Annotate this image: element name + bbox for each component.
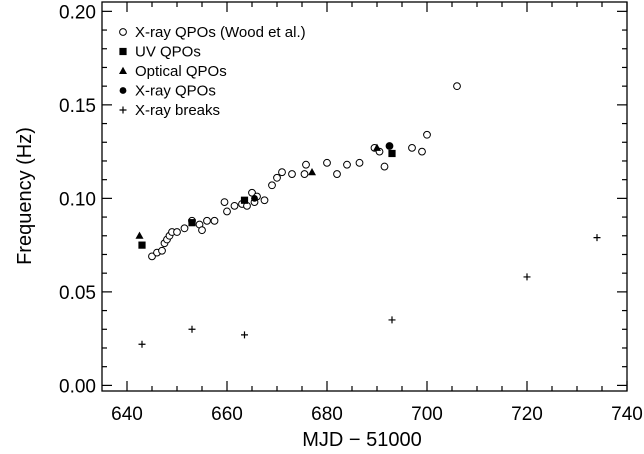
legend-marker-filled-triangle [119,66,127,74]
data-point-plus [188,325,196,333]
data-point-open-circle [223,207,231,216]
data-point-open-circle [220,198,229,207]
data-point-filled-square [138,241,146,249]
data-point-filled-square [388,149,396,158]
data-point-open-circle [300,170,309,178]
data-point-open-circle [288,170,296,178]
data-point-filled-triangle [135,231,144,239]
data-point-open-circle [418,147,426,156]
data-point-filled-square [188,219,196,227]
legend-label: Optical QPOs [135,63,227,80]
y-axis-title: Frequency (Hz) [14,127,36,265]
data-point-filled-triangle [308,167,316,176]
data-point-open-circle [323,158,331,167]
plot-frame [101,1,628,392]
data-point-open-circle [343,160,351,169]
x-tick-label: 720 [511,404,543,425]
data-marks [135,82,601,348]
data-point-open-circle [158,246,166,255]
legend-marker-filled-square [119,47,127,56]
data-point-open-circle [302,160,310,169]
data-point-plus [523,273,531,281]
data-point-open-circle [268,181,276,190]
x-axis: 640 660 680 700 720 740 [111,2,643,425]
data-point-open-circle [408,143,416,152]
legend-label: X-ray QPOs (Wood et al.) [135,24,306,41]
y-tick-label: 0.20 [59,2,96,23]
x-tick-label: 700 [411,404,443,425]
data-point-open-circle [230,201,239,210]
data-point-plus [388,316,396,324]
data-point-filled-circle [251,194,258,202]
x-tick-label: 640 [111,404,143,425]
data-point-open-circle [198,226,206,235]
data-point-plus [241,331,248,339]
legend-label: UV QPOs [135,44,201,61]
data-point-open-circle [180,224,189,233]
data-point-open-circle [423,130,431,139]
data-point-filled-circle [386,142,393,150]
legend-label: X-ray QPOs [135,83,216,100]
data-point-plus [138,340,146,348]
y-tick-label: 0.05 [59,283,96,304]
x-axis-title: MJD − 51000 [302,429,422,451]
y-tick-label: 0.00 [59,376,96,397]
data-point-open-circle [173,228,181,236]
y-tick-label: 0.10 [59,189,96,210]
data-point-open-circle [210,216,219,225]
y-axis: 0.00 0.05 0.10 0.15 0.20 [59,2,627,397]
x-tick-label: 660 [211,404,243,425]
legend-marker-plus [119,106,127,114]
data-point-open-circle [260,196,269,205]
data-point-open-circle [333,170,341,178]
legend: X-ray QPOs (Wood et al.) UV QPOs Optical Q… [119,24,306,119]
x-tick-label: 680 [311,404,343,425]
legend-marker-open-circle [119,28,127,36]
x-tick-label: 740 [611,404,643,425]
data-point-open-circle [278,168,286,177]
data-point-open-circle [355,158,364,167]
data-point-open-circle [273,173,281,182]
legend-marker-filled-circle [119,87,127,94]
data-point-open-circle [203,216,211,225]
data-point-filled-triangle [373,143,381,151]
y-tick-label: 0.15 [59,96,96,117]
legend-label: X-ray breaks [135,102,220,119]
data-point-open-circle [380,162,389,171]
data-point-plus [593,234,601,242]
data-point-filled-square [240,196,249,204]
data-point-open-circle [453,82,461,91]
